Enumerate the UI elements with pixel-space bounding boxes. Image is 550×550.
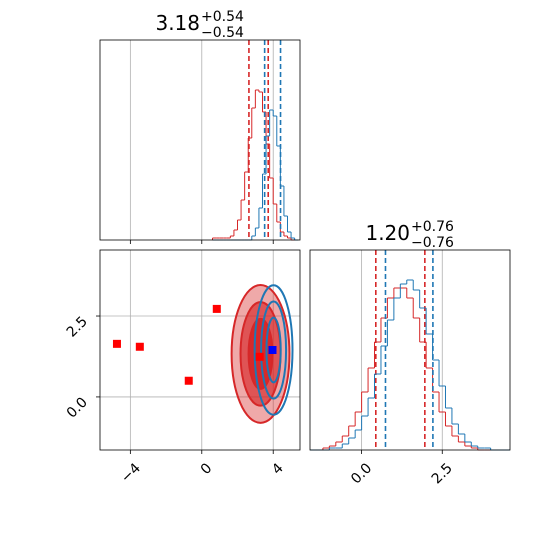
- marker: [268, 346, 277, 354]
- panel: 3.18 +0.54−0.54: [99, 9, 301, 244]
- axes-frame: [99, 249, 301, 451]
- title-minus: −0.76: [411, 235, 454, 251]
- title-plus: +0.54: [201, 9, 244, 25]
- marker: [135, 342, 144, 351]
- marker: [112, 339, 121, 348]
- title-minus: −0.54: [201, 25, 244, 41]
- contour-level: [253, 284, 294, 416]
- contour-level: [265, 316, 282, 384]
- title-value: 1.20: [365, 221, 410, 245]
- axes-frame: [99, 39, 301, 241]
- title-plus: +0.76: [411, 219, 454, 235]
- title-value: 3.18: [155, 11, 200, 35]
- axes-frame: [309, 249, 511, 451]
- marker: [255, 352, 264, 361]
- contour-level: [260, 300, 288, 400]
- marker: [184, 376, 193, 385]
- marker: [212, 304, 221, 313]
